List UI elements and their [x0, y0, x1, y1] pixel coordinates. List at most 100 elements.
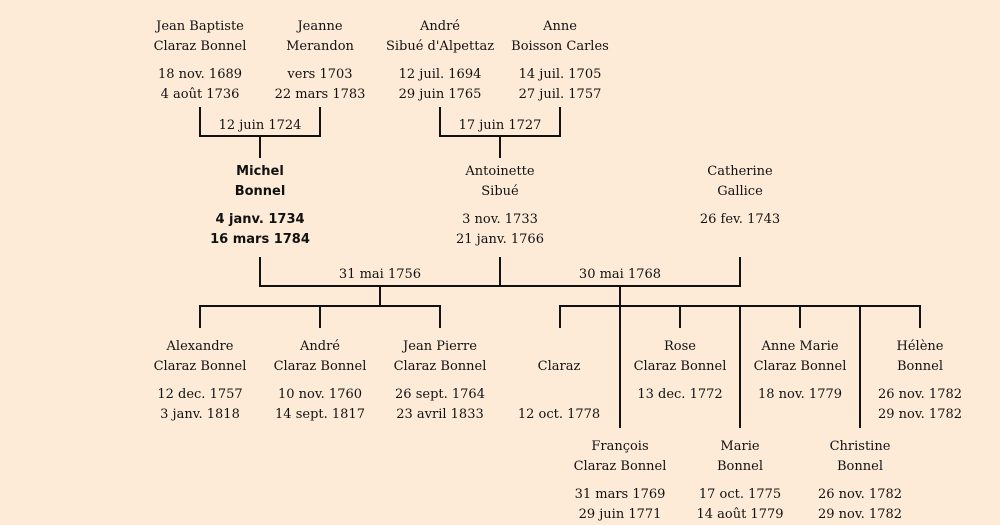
person-first-name: Rose — [664, 339, 696, 354]
connector-line — [319, 305, 321, 328]
person-first-name: André — [420, 19, 460, 34]
person-first-name: Jeanne — [297, 19, 343, 34]
person-birth-date: 3 nov. 1733 — [462, 212, 538, 227]
person-death-date: 29 juin 1771 — [578, 507, 662, 522]
person-anne: Anne Boisson Carles 14 juil. 1705 27 juil. … — [485, 17, 635, 105]
connector-line — [739, 305, 741, 428]
connector-line — [739, 257, 741, 287]
person-birth-date: 31 mars 1769 — [574, 487, 666, 502]
person-death-date: 14 août 1779 — [696, 507, 784, 522]
person-first-name: Alexandre — [166, 339, 234, 354]
connector-line — [499, 257, 501, 287]
person-death-date: 27 juil. 1757 — [518, 87, 602, 102]
person-birth-date: 26 nov. 1782 — [817, 487, 903, 502]
person-death-date: 3 janv. 1818 — [160, 407, 240, 422]
person-last-name: Merandon — [286, 39, 354, 54]
person-last-name: Claraz Bonnel — [273, 359, 367, 374]
person-first-name: Hélène — [896, 339, 944, 354]
person-christine: Christine Bonnel 26 nov. 1782 29 nov. 1782 — [785, 437, 935, 525]
person-first-name: Michel — [236, 164, 284, 179]
person-first-name: Anne Marie — [761, 339, 839, 354]
connector-line — [259, 257, 261, 287]
person-helene: Hélène Bonnel 26 nov. 1782 29 nov. 1782 — [845, 337, 995, 425]
person-last-name: Claraz Bonnel — [393, 359, 487, 374]
person-birth-date: 12 juil. 1694 — [398, 67, 482, 82]
person-birth-date: 10 nov. 1760 — [277, 387, 363, 402]
person-andre-sibue: André Sibué d'Alpettaz 12 juil. 1694 29 jui… — [365, 17, 515, 105]
connector-line — [619, 285, 621, 307]
connector-line — [379, 285, 381, 307]
person-birth-date: 13 dec. 1772 — [637, 387, 723, 402]
person-jean-pierre: Jean Pierre Claraz Bonnel 26 sept. 1764 23 … — [365, 337, 515, 425]
person-last-name: Bonnel — [897, 359, 943, 374]
person-francois: François Claraz Bonnel 31 mars 1769 29 juin… — [545, 437, 695, 525]
person-last-name: Boisson Carles — [511, 39, 609, 54]
person-last-name: Claraz Bonnel — [153, 359, 247, 374]
person-antoinette: Antoinette Sibué 3 nov. 1733 21 janv. 1766 — [425, 162, 575, 250]
connector-line — [559, 305, 561, 328]
connector-line — [619, 305, 621, 428]
person-death-date: 14 sept. 1817 — [275, 407, 365, 422]
person-birth-date: 26 fev. 1743 — [699, 212, 781, 227]
person-birth-date: 18 nov. 1689 — [157, 67, 243, 82]
connector-line — [199, 305, 201, 328]
person-death-date: 12 oct. 1778 — [517, 407, 601, 422]
connector-line — [259, 285, 741, 287]
person-first-name: Antoinette — [465, 164, 535, 179]
person-last-name: Bonnel — [234, 184, 286, 199]
person-last-name: Bonnel — [717, 459, 763, 474]
person-death-date: 29 nov. 1782 — [817, 507, 903, 522]
connector-line — [259, 135, 261, 158]
person-first-name: François — [591, 439, 649, 454]
person-jeanne: Jeanne Merandon vers 1703 22 mars 1783 — [245, 17, 395, 105]
person-death-date: 21 janv. 1766 — [456, 232, 544, 247]
person-last-name: Claraz Bonnel — [153, 39, 247, 54]
person-last-name: Claraz — [537, 359, 581, 374]
person-death-date: 29 juin 1765 — [398, 87, 482, 102]
connector-line — [199, 107, 201, 137]
connector-line — [799, 305, 801, 328]
marriage-date: 30 mai 1768 — [578, 267, 662, 282]
person-last-name: Sibué d'Alpettaz — [385, 39, 495, 54]
connector-line — [559, 107, 561, 137]
connector-line — [439, 305, 441, 328]
person-jean-baptiste: Jean Baptiste Claraz Bonnel 18 nov. 1689 4 … — [125, 17, 275, 105]
person-first-name: Jean Baptiste — [156, 19, 244, 34]
person-last-name: Bonnel — [837, 459, 883, 474]
person-claraz: Claraz 12 oct. 1778 — [484, 337, 634, 425]
person-first-name: Anne — [543, 19, 577, 34]
person-marie: Marie Bonnel 17 oct. 1775 14 août 1779 — [665, 437, 815, 525]
person-death-date: 23 avril 1833 — [396, 407, 484, 422]
person-catherine: Catherine Gallice 26 fev. 1743 — [665, 162, 815, 250]
person-anne-marie: Anne Marie Claraz Bonnel 18 nov. 1779 — [725, 337, 875, 425]
person-michel: Michel Bonnel 4 janv. 1734 16 mars 1784 — [185, 162, 335, 250]
person-death-date — [665, 230, 815, 250]
person-rose: Rose Claraz Bonnel 13 dec. 1772 — [605, 337, 755, 425]
person-birth-date: 18 nov. 1779 — [757, 387, 843, 402]
person-alexandre: Alexandre Claraz Bonnel 12 dec. 1757 3 janv… — [125, 337, 275, 425]
person-death-date: 16 mars 1784 — [210, 232, 310, 247]
person-birth-date: 4 janv. 1734 — [215, 212, 305, 227]
connector-line — [319, 107, 321, 137]
connector-line — [859, 305, 861, 428]
marriage-date: 17 juin 1727 — [458, 118, 542, 133]
connector-line — [919, 305, 921, 328]
person-birth-date: 26 sept. 1764 — [395, 387, 485, 402]
person-birth-date: vers 1703 — [287, 67, 353, 82]
person-birth-date: 12 dec. 1757 — [157, 387, 243, 402]
person-first-name: Catherine — [707, 164, 773, 179]
person-death-date: 29 nov. 1782 — [877, 407, 963, 422]
connector-line — [679, 305, 681, 328]
person-first-name: Marie — [720, 439, 760, 454]
person-last-name: Claraz Bonnel — [753, 359, 847, 374]
person-death-date: 22 mars 1783 — [274, 87, 366, 102]
person-last-name: Sibué — [481, 184, 519, 199]
person-last-name: Claraz Bonnel — [573, 459, 667, 474]
person-death-date: 4 août 1736 — [160, 87, 240, 102]
person-first-name: Jean Pierre — [403, 339, 477, 354]
marriage-date: 12 juin 1724 — [218, 118, 302, 133]
person-first-name: Christine — [829, 439, 891, 454]
connector-line — [499, 135, 501, 158]
person-birth-date: 14 juil. 1705 — [518, 67, 602, 82]
